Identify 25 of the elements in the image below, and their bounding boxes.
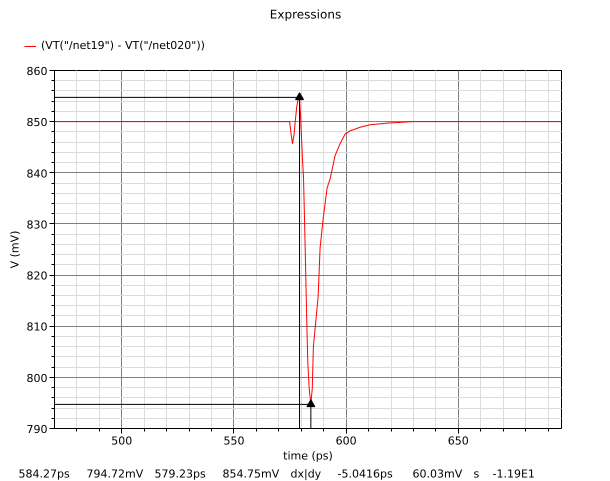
y-tick-label: 850 bbox=[26, 116, 48, 130]
y-tick-label: 800 bbox=[26, 372, 48, 385]
text: -5.0416ps bbox=[338, 468, 393, 480]
text: -1.19E1 bbox=[492, 468, 535, 480]
text: 584.27ps bbox=[18, 468, 70, 480]
text: 794.72mV bbox=[86, 468, 144, 480]
legend-label: (VT("/net19") - VT("/net020")) bbox=[41, 39, 205, 52]
y-tick-label: 820 bbox=[26, 270, 48, 283]
text: 60.03mV bbox=[412, 468, 463, 480]
x-axis-title: time (ps) bbox=[283, 450, 333, 462]
text: dx|dy bbox=[290, 468, 322, 480]
text: 579.23ps bbox=[154, 468, 206, 480]
y-tick-label: 860 bbox=[26, 65, 48, 78]
x-tick-label: 600 bbox=[336, 434, 357, 448]
x-tick-label: 500 bbox=[111, 434, 132, 448]
x-tick-label: 550 bbox=[223, 434, 244, 448]
y-tick-label: 840 bbox=[26, 167, 48, 180]
x-tick-label: 650 bbox=[448, 434, 469, 448]
y-axis-title: V (mV) bbox=[8, 230, 22, 268]
y-tick-label: 810 bbox=[26, 320, 48, 334]
y-tick-label: 790 bbox=[26, 423, 48, 436]
chart-title: Expressions bbox=[270, 8, 342, 22]
text: s bbox=[474, 468, 480, 480]
text: 854.75mV bbox=[222, 468, 280, 480]
y-tick-label: 830 bbox=[26, 218, 48, 232]
